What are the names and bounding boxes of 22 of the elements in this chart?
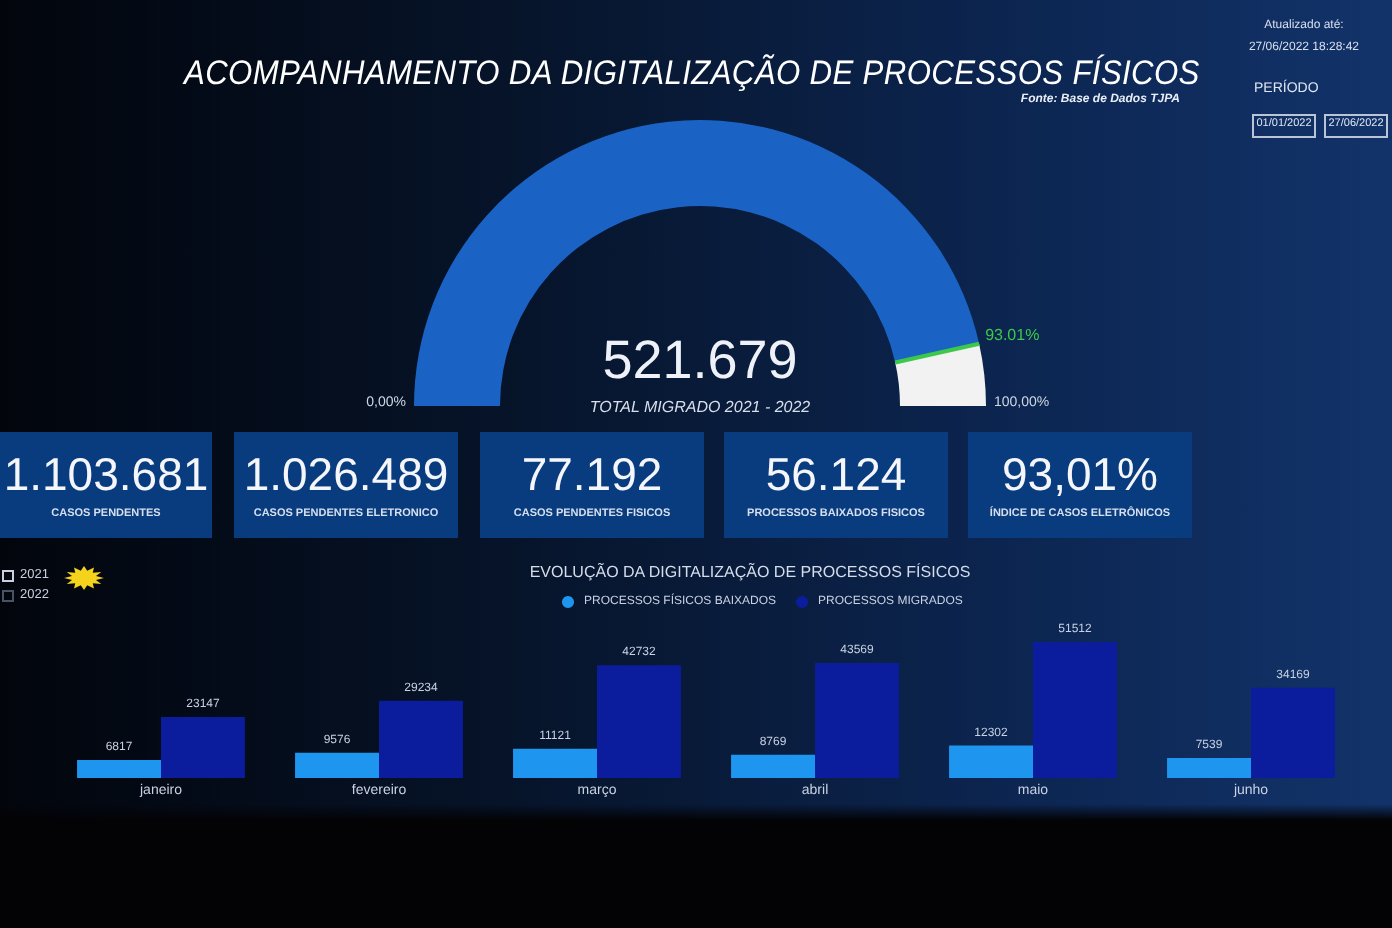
bar — [513, 748, 597, 778]
bar — [1251, 687, 1335, 778]
text: 93,01% — [999, 448, 1160, 502]
bar — [77, 760, 161, 778]
bar — [949, 745, 1033, 778]
bar — [161, 716, 245, 778]
bar — [815, 662, 899, 778]
text: 1.103.681 — [1, 448, 211, 502]
text: 56.124 — [763, 448, 909, 502]
text: 1.026.489 — [241, 448, 451, 502]
bar — [597, 665, 681, 778]
data-label: 93.01% — [985, 325, 1040, 344]
bar — [379, 700, 463, 778]
text: ACOMPANHAMENTO DA DIGITALIZAÇÃO DE PROCESSOS FÍSICOS — [184, 54, 1200, 93]
text: TOTAL MIGRADO 2021 - 2022 — [589, 398, 811, 416]
bar — [1167, 758, 1251, 778]
bar — [1033, 642, 1117, 778]
chart-title: EVOLUÇÃO DA DIGITALIZAÇÃO DE PROCESSOS FÍSICOS — [529, 561, 971, 581]
text: 521.679 — [602, 330, 798, 390]
bar — [731, 754, 815, 778]
text: 77.192 — [519, 448, 665, 502]
bar — [295, 752, 379, 778]
